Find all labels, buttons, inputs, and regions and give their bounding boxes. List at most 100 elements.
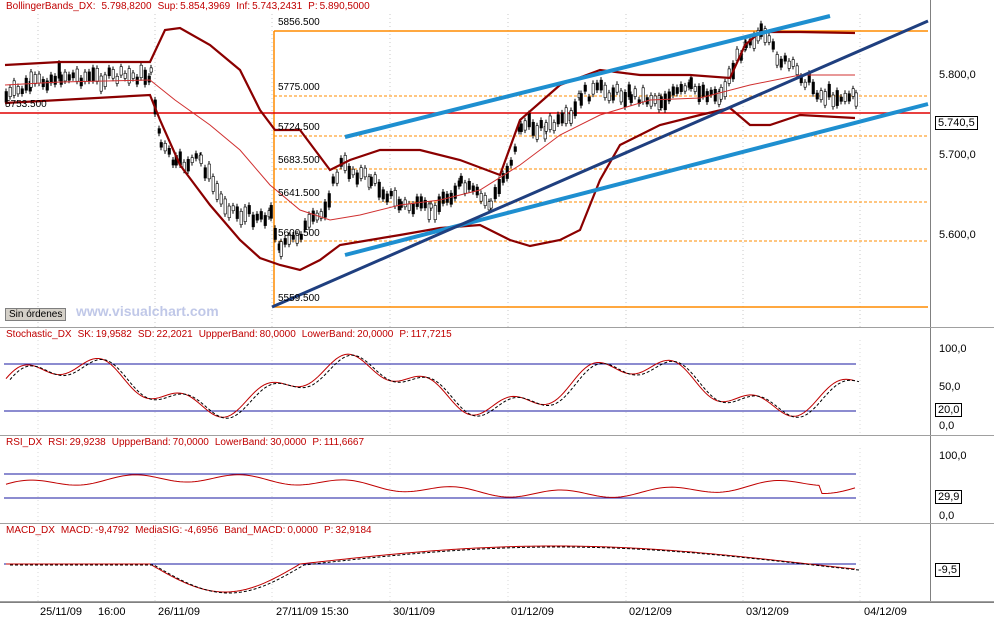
candle-body <box>595 82 599 91</box>
sk-value: 19,9582 <box>95 329 132 340</box>
candle-body <box>513 146 517 152</box>
p-label: P: <box>323 525 334 536</box>
candle-body <box>359 167 363 179</box>
candle-body <box>211 176 215 192</box>
candle-body <box>389 190 393 197</box>
price-tick: 5.600,0 <box>939 229 976 241</box>
candle-body <box>393 189 397 207</box>
macd-value: -9,4792 <box>95 525 130 536</box>
candle-body <box>569 110 573 124</box>
fib-level-label: 5683.500 <box>278 155 320 166</box>
candle-body <box>591 83 595 95</box>
candle-body <box>157 128 161 134</box>
lower-label: LowerBand: <box>214 437 269 448</box>
macd-plot[interactable] <box>0 524 930 602</box>
candle-body <box>115 75 119 84</box>
price-panel[interactable]: BollingerBands_DX: 5.798,8200 Sup: 5.854,39… <box>0 0 994 328</box>
sk-label: SK: <box>77 329 94 340</box>
candle-body <box>467 180 471 190</box>
candle-body <box>111 69 115 79</box>
macd-chart[interactable] <box>0 524 930 602</box>
candle-body <box>75 68 79 82</box>
candle-body <box>207 163 211 180</box>
candle-body <box>847 93 851 102</box>
price-axis[interactable]: 5.800,0 5.700,0 5.600,0 5.740,5 <box>930 0 994 327</box>
candle-body <box>531 121 535 136</box>
candle-body <box>623 91 627 108</box>
price-plot[interactable] <box>0 0 930 328</box>
candle-body <box>190 157 194 163</box>
candle-body <box>83 71 87 82</box>
candle-body <box>527 113 531 128</box>
indicator-line <box>5 474 856 498</box>
candle-body <box>377 181 381 198</box>
p-value: 32,9184 <box>335 525 372 536</box>
candle-body <box>119 66 123 76</box>
candle-body <box>67 74 71 81</box>
candle-body <box>627 84 631 98</box>
candle-body <box>564 107 568 124</box>
price-chart[interactable] <box>0 0 930 328</box>
candle-body <box>459 175 463 184</box>
candle-body <box>53 75 57 85</box>
trend-channel-upper <box>344 14 831 139</box>
stochastic-axis[interactable]: 100,0 50,0 0,0 20,0 <box>930 328 994 435</box>
signal-line <box>10 546 860 594</box>
stochastic-chart[interactable] <box>0 328 930 436</box>
band-value: 0,0000 <box>287 525 318 536</box>
rsi-header: RSI_DX RSI: 29,9238 UppperBand: 70,0000 Lower… <box>6 437 370 448</box>
macd-axis[interactable]: -9,5 <box>930 524 994 601</box>
candle-body <box>641 87 645 103</box>
candle-body <box>339 157 343 167</box>
candle-body <box>560 112 564 124</box>
orders-button[interactable]: Sin órdenes <box>5 308 67 321</box>
candle-body <box>8 87 12 97</box>
candle-body <box>787 60 791 69</box>
time-axis[interactable]: 25/11/09 16:00 26/11/09 27/11/09 15:30 3… <box>0 602 994 620</box>
candle-body <box>775 54 779 66</box>
candle-body <box>599 79 603 91</box>
fib-level-label: 5600.500 <box>278 228 320 239</box>
trend-channel-lower <box>344 102 929 257</box>
candle-body <box>759 23 763 37</box>
candle-body <box>683 85 687 92</box>
candle-body <box>713 89 717 102</box>
candle-body <box>509 159 513 166</box>
candle-body <box>283 238 287 245</box>
candle-body <box>823 91 827 106</box>
candle-body <box>791 59 795 67</box>
candle-body <box>231 205 235 212</box>
last-price-box: 5.740,5 <box>935 116 978 130</box>
upper-label: UppperBand: <box>111 437 171 448</box>
rsi-plot[interactable] <box>0 436 930 524</box>
candle-body <box>851 88 855 97</box>
candle-body <box>835 90 839 106</box>
candle-body <box>12 80 16 96</box>
candle-body <box>99 75 103 92</box>
macd-title: MACD_DX <box>6 525 55 536</box>
candle-body <box>497 179 501 195</box>
rsi-value: 29,9238 <box>69 437 106 448</box>
candle-body <box>147 75 151 83</box>
stochastic-plot[interactable] <box>0 328 930 436</box>
fib-level-label: 5724.500 <box>278 122 320 133</box>
candle-body <box>556 114 560 125</box>
candle-body <box>299 233 303 240</box>
candle-body <box>803 81 807 88</box>
candle-body <box>815 92 819 100</box>
candle-body <box>539 120 543 129</box>
rsi-panel[interactable]: RSI_DX RSI: 29,9238 UppperBand: 70,0000 Lower… <box>0 436 994 524</box>
candle-body <box>45 80 49 91</box>
rsi-chart[interactable] <box>0 436 930 524</box>
support-level-label: 5753.500 <box>5 99 47 110</box>
time-tick: 25/11/09 <box>40 606 83 618</box>
candle-body <box>667 91 671 102</box>
rsi-axis[interactable]: 100,0 0,0 29,9 <box>930 436 994 523</box>
candle-body <box>483 195 487 206</box>
candle-body <box>548 115 552 130</box>
price-tick: 5.700,0 <box>939 149 976 161</box>
stochastic-panel[interactable]: Stochastic_DX SK: 19,9582 SD: 22,2021 UppperB… <box>0 328 994 436</box>
macd-panel[interactable]: MACD_DX MACD: -9,4792 MediaSIG: -4,6956 Band_… <box>0 524 994 602</box>
candle-body <box>603 84 607 98</box>
candle-body <box>429 203 433 209</box>
